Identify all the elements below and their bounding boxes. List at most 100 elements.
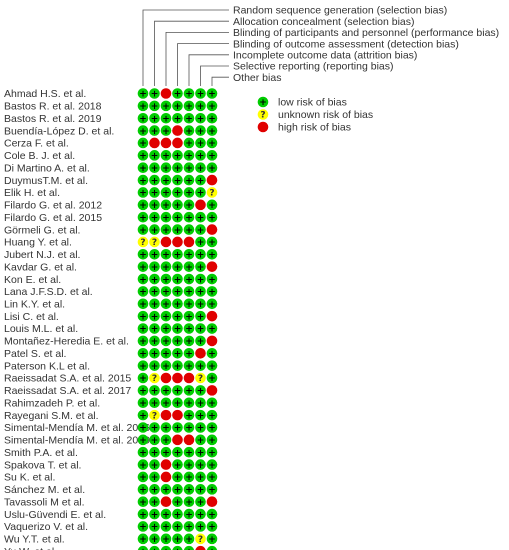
rating-circle [183,100,195,112]
rating-kavdar-g-et-al-domain-2: + [149,261,160,273]
rating-symbol: + [197,176,205,186]
rating-symbol: + [185,498,193,508]
rating-symbol: + [139,127,147,137]
rating-symbol: + [162,362,170,372]
rating-raeissadat-s-a-et-al-2017-domain-7 [206,385,218,396]
rating-symbol: + [139,164,147,174]
rating-kon-e-et-al-domain-1: + [137,273,149,285]
rating-vaquerizo-v-et-al-domain-2: + [149,521,160,533]
rating-filardo-g-et-al-2015-domain-4: + [172,211,183,223]
rating-symbol: + [162,535,170,545]
rating-buendia-lopez-d-et-al-domain-2: + [149,125,160,137]
rating-circle [149,224,160,235]
rating-circle [172,286,183,297]
rating-raeissadat-s-a-et-al-2017-domain-6: + [195,385,206,397]
rating-circle [172,112,183,124]
rating-patel-s-et-al-domain-4: + [172,347,183,359]
rating-circle [149,372,160,384]
rating-montanez-heredia-e-et-al-domain-7 [206,335,218,347]
rating-circle [149,533,160,545]
rating-yu-w-et-al-domain-4: + [172,545,183,550]
rating-circle [137,310,149,322]
rating-lin-k-y-et-al-domain-3: + [160,298,172,310]
rating-symbol: + [208,362,216,372]
rating-raeissadat-s-a-et-al-2015-domain-6: ? [195,372,206,384]
rating-symbol: + [174,349,182,359]
rating-circle [172,533,183,545]
rating-symbol: + [139,102,147,112]
rating-circle [137,422,149,433]
rating-symbol: + [174,288,182,298]
rating-rahimzadeh-p-et-al-domain-2: + [149,397,160,409]
rating-huang-y-et-al-domain-3 [160,236,172,248]
rating-symbol: + [185,337,193,347]
rating-circle [160,446,172,458]
rating-circle [183,484,195,495]
rating-symbol: + [174,275,182,285]
rating-circle [137,471,149,483]
rating-circle [160,224,172,235]
rating-symbol: + [139,325,147,335]
rating-grid: + + + + + ++ + + + + + ++ + + + + + ++ + + + + ++ + + ++ + + + + + ++ + +… [137,88,218,550]
rating-circle [183,162,195,174]
rating-circle [195,174,206,186]
rating-symbol: + [151,424,159,434]
rating-raeissadat-s-a-et-al-2017-domain-1: + [137,385,149,397]
rating-symbol: + [197,362,205,372]
rating-cerza-f-et-al-domain-4 [172,137,183,149]
rating-symbol: + [174,535,182,545]
rating-buendia-lopez-d-et-al-domain-3: + [160,125,172,137]
rating-symbol: + [197,102,205,112]
rating-symbol: + [139,486,147,496]
rating-symbol: + [174,362,182,372]
rating-symbol: + [139,374,147,384]
rating-cole-b-j-et-al-domain-5: + [183,150,195,162]
rating-simental-mendia-m-et-al-2016-domain-6: + [195,422,206,434]
rating-circle [160,137,172,149]
rating-symbol: + [185,312,193,322]
rating-symbol: + [208,411,216,421]
rating-simental-mendia-m-et-al-2016-domain-4: + [172,422,183,434]
rating-symbol: + [197,263,205,273]
domain-header-2: Allocation concealment (selection bias) [233,16,415,28]
legend-label-high: high risk of bias [278,122,351,134]
rating-circle [183,174,195,186]
rating-circle [149,298,160,310]
study-yu-w-et-al: Yu W. et al. [4,546,57,550]
rating-circle [206,471,218,483]
rating-filardo-g-et-al-2012-domain-2: + [149,199,160,211]
rating-symbol: + [174,90,182,100]
rating-circle [137,323,149,334]
rating-montanez-heredia-e-et-al-domain-6: + [195,335,206,347]
rating-sanchez-m-et-al-domain-6: + [195,484,206,496]
rating-rayegani-s-m-et-al-domain-5: + [183,409,195,421]
rating-circle [183,88,195,99]
rating-circle [183,434,195,446]
rating-paterson-k-l-et-al-domain-4: + [172,360,183,372]
rating-circle [160,496,172,508]
rating-kavdar-g-et-al-domain-1: + [137,261,149,273]
rating-symbol: + [139,448,147,458]
study-duymust-m-et-al: DuymusT.M. et al. [4,175,88,187]
rating-circle [172,310,183,322]
study-smith-p-a-et-al: Smith P.A. et al. [4,447,78,459]
rating-symbol: + [151,201,159,211]
rating-symbol: + [197,424,205,434]
rating-circle [137,397,149,409]
rating-circle [183,310,195,322]
rating-simental-mendia-m-et-al-2016-domain-3: + [160,422,172,434]
rating-symbol: + [197,473,205,483]
rating-montanez-heredia-e-et-al-domain-2: + [149,335,160,347]
rating-circle [149,150,160,161]
rating-lisi-c-et-al-domain-7 [206,310,218,322]
rating-circle [206,125,218,136]
rating-symbol: ? [198,374,203,384]
rating-circle [137,521,149,532]
rating-circle [160,459,172,470]
rating-circle [137,150,149,161]
rating-lana-j-f-s-d-et-al-domain-2: + [149,286,160,298]
rating-circle [160,162,172,174]
rating-symbol: + [151,263,159,273]
rating-ahmad-h-s-et-al-domain-2: + [149,88,160,100]
rating-elik-h-et-al-domain-3: + [160,187,172,199]
